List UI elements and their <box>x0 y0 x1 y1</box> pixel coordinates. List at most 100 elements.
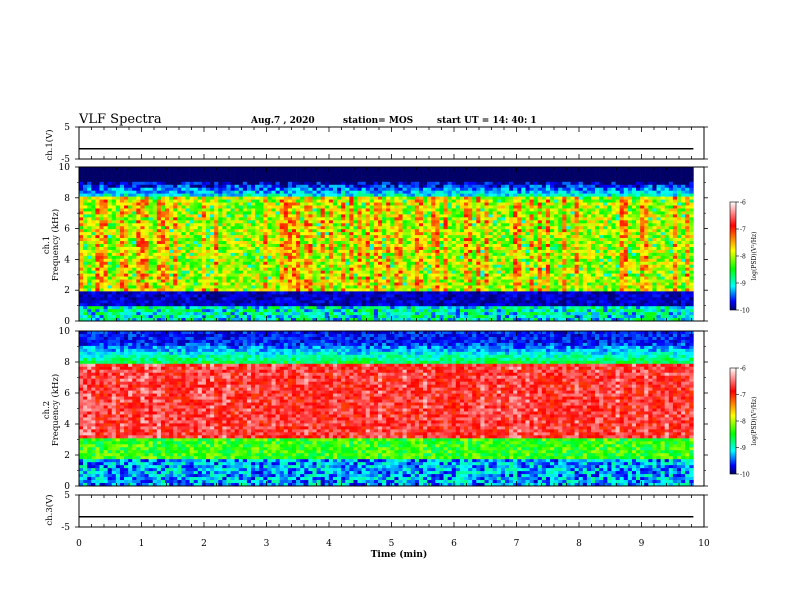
spectrogram-cell <box>197 178 203 183</box>
spectrogram-cell <box>357 273 362 277</box>
spectrogram-cell <box>201 279 207 283</box>
spectrogram-cell <box>185 318 190 322</box>
spectrogram-cell <box>79 205 84 209</box>
spectrogram-cell <box>242 249 248 254</box>
spectrogram-cell <box>255 169 260 174</box>
spectrogram-cell <box>443 300 448 304</box>
spectrogram-cell <box>111 255 117 260</box>
spectrogram-cell <box>414 220 420 224</box>
spectrogram-cell <box>328 235 334 239</box>
spectrogram-cell <box>308 244 313 248</box>
spectrogram-cell <box>103 297 108 301</box>
spectrogram-cell <box>259 238 264 242</box>
spectrogram-cell <box>115 214 121 218</box>
spectrogram-cell <box>296 318 301 322</box>
spectrogram-cell <box>378 196 383 200</box>
spectrogram-cell <box>246 264 252 268</box>
spectrogram-cell <box>210 294 215 298</box>
spectrogram-cell <box>177 297 182 301</box>
spectrogram-cell <box>291 178 297 183</box>
spectrogram-cell <box>251 318 256 322</box>
spectrogram-cell <box>246 276 252 280</box>
spectrogram-cell <box>390 214 395 218</box>
y-tick-label: -5 <box>61 155 70 165</box>
spectrogram-cell <box>165 261 170 266</box>
spectrogram-cell <box>418 297 424 301</box>
spectrogram-cell <box>132 211 137 215</box>
spectrogram-cell <box>144 229 149 233</box>
spectrogram-cell <box>459 294 465 298</box>
spectrogram-cell <box>455 312 461 316</box>
spectrogram-cell <box>373 282 379 286</box>
spectrogram-cell <box>242 202 248 206</box>
spectrogram-cell <box>238 181 244 186</box>
spectrogram-cell <box>222 187 227 191</box>
spectrogram-cell <box>251 309 256 313</box>
spectrogram-cell <box>410 291 416 295</box>
spectrogram-cell <box>402 270 407 274</box>
spectrogram-cell <box>369 246 375 251</box>
spectrogram-cell <box>406 273 412 277</box>
spectrogram-cell <box>148 288 154 292</box>
spectrogram-cell <box>238 199 244 203</box>
spectrogram-cell <box>226 306 231 310</box>
spectrogram-cell <box>320 175 326 180</box>
spectrogram-cell <box>140 303 145 307</box>
spectrogram-cell <box>283 226 289 230</box>
spectrogram-cell <box>423 264 428 268</box>
spectrogram-cell <box>115 184 121 189</box>
spectrogram-cell <box>304 244 309 248</box>
spectrogram-cell <box>177 309 182 313</box>
spectrogram-cell <box>439 190 444 194</box>
spectrogram-cell <box>124 184 129 189</box>
spectrogram-cell <box>296 232 301 236</box>
spectrogram-cell <box>304 246 309 251</box>
spectrogram-cell <box>210 291 215 295</box>
spectrogram-cell <box>173 294 178 298</box>
spectrogram-cell <box>414 294 420 298</box>
spectrogram-cell <box>246 232 252 236</box>
spectrogram-cell <box>337 167 342 171</box>
spectrogram-cell <box>357 300 362 304</box>
spectrogram-cell <box>398 202 403 206</box>
spectrogram-cell <box>214 312 219 316</box>
spectrogram-cell <box>165 249 170 254</box>
spectrogram-cell <box>103 312 108 316</box>
spectrogram-cell <box>402 211 407 215</box>
spectrogram-cell <box>111 294 117 298</box>
spectrogram-cell <box>345 273 350 277</box>
spectrogram-cell <box>271 288 276 292</box>
spectrogram-cell <box>455 190 461 194</box>
spectrogram-cell <box>394 270 399 274</box>
spectrogram-cell <box>365 312 371 316</box>
spectrogram-cell <box>414 202 420 206</box>
spectrogram-cell <box>283 187 289 191</box>
spectrogram-cell <box>259 175 264 180</box>
spectrogram-cell <box>91 241 96 245</box>
spectrogram-cell <box>189 273 194 277</box>
spectrogram-cell <box>361 285 367 289</box>
spectrogram-cell <box>320 220 326 224</box>
spectrogram-cell <box>259 282 264 286</box>
spectrogram-cell <box>79 208 84 212</box>
spectrogram-cell <box>238 208 244 212</box>
spectrogram-cell <box>115 309 121 313</box>
spectrogram-cell <box>197 167 203 171</box>
spectrogram-cell <box>251 199 256 203</box>
spectrogram-cell <box>124 249 129 254</box>
spectrogram-cell <box>242 167 248 171</box>
spectrogram-cell <box>271 285 276 289</box>
spectrogram-cell <box>91 255 96 260</box>
spectrogram-cell <box>296 282 301 286</box>
spectrogram-cell <box>291 255 297 260</box>
spectrogram-cell <box>320 315 326 319</box>
spectrogram-cell <box>230 167 235 171</box>
spectrogram-cell <box>459 238 465 242</box>
spectrogram-cell <box>210 187 215 191</box>
spectrogram-cell <box>99 300 104 304</box>
spectrogram-cell <box>79 181 84 186</box>
spectrogram-cell <box>79 249 84 254</box>
spectrogram-cell <box>226 232 231 236</box>
spectrogram-cell <box>152 244 158 248</box>
spectrogram-cell <box>181 205 186 209</box>
